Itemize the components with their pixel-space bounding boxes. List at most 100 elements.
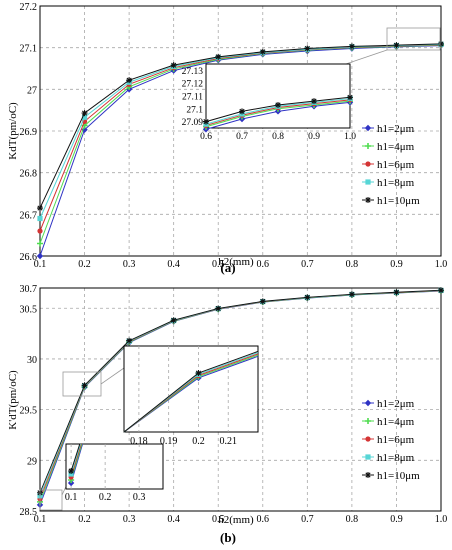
inset-x-tick-label: 0.8 [272,132,284,142]
inset-x-tick-label: 0.3 [133,492,146,503]
inset-data-point [195,370,202,377]
inset-y-tick-label: 27.1 [186,105,203,115]
inset-x-tick-label: 0.9 [308,132,320,142]
caption-b: (b) [220,530,236,545]
zoom-connector [339,49,388,67]
legend-entry: h1=2μm [377,398,415,410]
inset-y-tick-label: 27.09 [182,118,204,128]
data-point [215,305,222,312]
data-point [81,126,88,133]
data-point [259,298,266,305]
y-tick-label: 30 [27,355,37,366]
panel-a-chart: 0.1 0.2 0.3 0.4 0.5 0.6 0.7 0.8 0.9 1.0 26.6 26.7 26… [7,2,447,270]
zoom-connector [100,367,125,385]
x-tick-label: 0.8 [346,259,359,270]
legend-entry: h1=4μm [377,416,415,428]
caption-a: (a) [220,260,235,275]
x-tick-label: 0.1 [34,259,47,270]
data-point [81,110,88,117]
inset-y-tick-label: 27.13 [182,67,204,77]
y-tick-label: 27.1 [20,44,38,55]
data-point [170,62,177,69]
data-point [37,228,43,234]
x-tick-label: 0.7 [301,514,314,525]
data-point [215,53,222,60]
x-tick-label: 0.9 [390,259,403,270]
legend-entry: h1=10μm [377,195,420,207]
legend-entry: h1=10μm [377,470,420,482]
inset-data-point [275,101,281,108]
series-line [39,43,442,209]
x-tick-label: 1.0 [435,514,448,525]
y-tick-label: 27.2 [20,2,38,13]
inset-chart-top: 0.18 0.19 0.2 0.21 [123,345,259,447]
legend-marker [364,124,372,132]
legend-entry: h1=8μm [377,177,415,189]
data-point [348,291,355,298]
plot-frame [39,5,442,257]
x-tick-label: 1.0 [435,259,448,270]
x-tick-label: 0.6 [257,514,270,525]
data-point [81,382,88,389]
data-point [37,215,43,222]
legend-entry: h1=4μm [377,141,415,153]
x-tick-label: 0.5 [212,259,225,270]
inset-x-tick-label: 0.2 [99,492,112,503]
inset-chart: 0.6 0.7 0.8 0.9 1.0 27.09 27.1 27.11 27.12 27.13 [182,63,356,142]
data-point [126,77,133,84]
inset-data-point [203,118,209,125]
inset-y-tick-label: 27.11 [182,93,203,103]
legend-entry: h1=6μm [377,159,415,171]
inset-x-tick-label: 0.7 [236,132,248,142]
inset-y-tick-label: 27.12 [182,80,204,90]
series-line [39,289,442,493]
inset-data-point [68,468,75,474]
data-point [81,114,88,120]
x-axis-label: h2(mm) [218,514,254,526]
x-axis-label: h2(mm) [218,256,254,268]
y-tick-label: 26.8 [20,169,38,180]
data-point [170,317,177,324]
inset-frame [65,443,164,490]
legend-marker [365,436,371,442]
data-point [259,48,266,55]
x-tick-label: 0.1 [34,514,47,525]
x-tick-label: 0.3 [123,259,136,270]
data-point [126,337,133,344]
plot-frame [39,287,442,512]
inset-x-tick-label: 1.0 [344,132,356,142]
inset-x-tick-label: 0.19 [160,436,178,447]
y-tick-label: 26.9 [20,127,38,138]
inset-x-tick-label: 0.18 [130,436,148,447]
legend-marker [365,197,371,203]
legend-marker [365,454,371,460]
inset-series-line [70,443,81,472]
x-tick-label: 0.8 [346,514,359,525]
data-point [304,45,311,52]
x-tick-label: 0.9 [390,514,403,525]
x-tick-label: 0.7 [301,259,314,270]
x-tick-label: 0.4 [167,514,180,525]
zoom-region-box [386,27,441,51]
legend-marker [365,418,371,424]
inset-chart-bottom: 0.1 0.2 0.3 [65,443,164,503]
legend-entry: h1=6μm [377,434,415,446]
x-tick-label: 0.5 [212,514,225,525]
inset-data-point [311,98,317,105]
x-tick-label: 0.2 [78,514,91,525]
x-tick-label: 0.3 [123,514,136,525]
y-axis-label: KdT(pm/oC) [7,102,19,160]
inset-x-tick-label: 0.2 [192,436,205,447]
legend-marker [365,143,371,149]
inset-x-tick-label: 0.1 [65,492,78,503]
y-tick-label: 29 [27,456,37,467]
legend-marker [365,161,371,167]
legend-marker [365,179,371,185]
x-tick-label: 0.4 [167,259,180,270]
y-axis-label: K'dT(pm/oC) [7,370,19,430]
data-point [304,294,311,301]
legend-marker [364,399,372,407]
y-tick-label: 29.5 [20,406,38,417]
x-tick-label: 0.6 [257,259,270,270]
